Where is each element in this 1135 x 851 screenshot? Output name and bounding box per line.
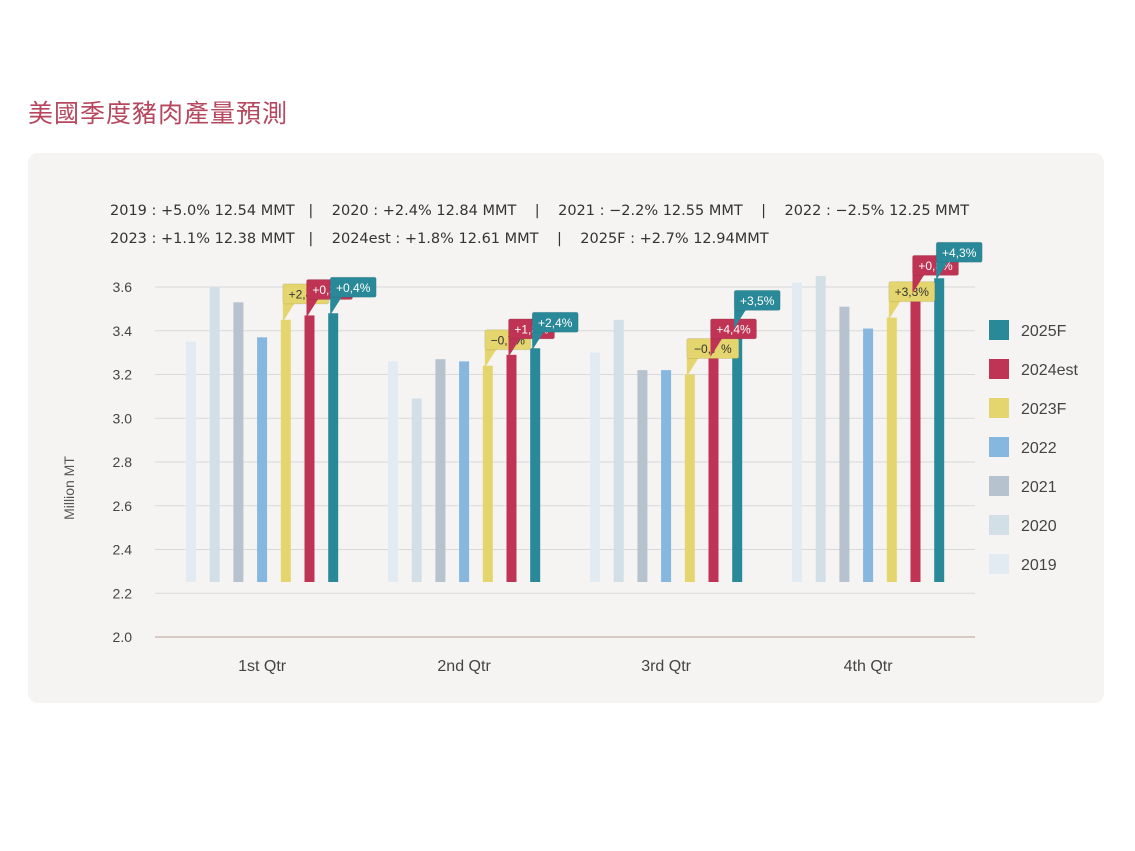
callout-2025F-2: +3,5% xyxy=(733,289,781,329)
legend-swatch-2021 xyxy=(989,476,1009,496)
legend-swatch-2023F xyxy=(989,398,1009,418)
callout-pointer xyxy=(306,298,319,318)
callout-pointer xyxy=(912,274,925,294)
callout-box xyxy=(935,241,983,263)
legend-label-2024est: 2024est xyxy=(1021,362,1078,379)
legend-label-2021: 2021 xyxy=(1021,479,1057,496)
callout-pointer xyxy=(686,357,699,377)
legend: 2025F 2024est 2023F 2022 2021 2020 2019 xyxy=(989,320,1078,574)
legend-label-2025F: 2025F xyxy=(1021,323,1067,340)
callout-box xyxy=(329,276,377,298)
bar-2025F-0 xyxy=(328,313,339,582)
axes: 2.0 2.2 2.4 2.6 2.8 3.0 3.2 3.4 3.6 Million MT 1st… xyxy=(61,279,893,675)
bar-2025F-2 xyxy=(732,326,743,582)
legend-label-2023F: 2023F xyxy=(1021,401,1067,418)
callout-label: +4,4% xyxy=(716,322,751,336)
callout-label: +3,3% xyxy=(895,285,930,299)
y-tick-label: 3.2 xyxy=(113,367,133,383)
bar-2024est-3 xyxy=(910,291,921,582)
bars xyxy=(186,276,945,582)
legend-label-2019: 2019 xyxy=(1021,557,1057,574)
bar-2021-0 xyxy=(233,302,244,582)
bar-2022-0 xyxy=(257,337,268,582)
callout-pointer xyxy=(484,348,497,368)
legend-swatch-2019 xyxy=(989,554,1009,574)
x-tick-label: 1st Qtr xyxy=(238,658,287,675)
callout-box xyxy=(710,318,757,340)
callout-pointer xyxy=(888,300,901,320)
callout-2025F-1: +2,4% xyxy=(531,311,579,351)
legend-swatch-2020 xyxy=(989,515,1009,535)
y-tick-label: 3.4 xyxy=(113,323,133,339)
bar-2019-2 xyxy=(590,352,600,582)
x-tick-label: 2nd Qtr xyxy=(437,658,491,675)
callout-2025F-3: +4,3% xyxy=(935,241,983,281)
x-tick-label: 3rd Qtr xyxy=(641,658,691,675)
y-tick-label: 3.6 xyxy=(113,279,133,295)
bar-2019-3 xyxy=(792,282,802,582)
callout-label: +3,5% xyxy=(740,294,775,308)
bar-2025F-3 xyxy=(934,278,945,582)
legend-swatch-2025F xyxy=(989,320,1009,340)
callout-pointer xyxy=(936,261,949,281)
bar-2020-1 xyxy=(411,398,422,582)
y-tick-label: 2.2 xyxy=(113,585,133,601)
callout-box xyxy=(531,311,579,333)
callout-2025F-0: +0,4% xyxy=(329,276,377,316)
y-tick-label: 2.8 xyxy=(113,454,133,470)
summary-line-2: 2023 : +1.1% 12.38 MMT | 2024est : +1.8%… xyxy=(110,231,769,247)
bar-2019-1 xyxy=(388,361,398,582)
bar-2021-3 xyxy=(839,306,850,582)
bar-2022-2 xyxy=(661,370,672,582)
legend-label-2020: 2020 xyxy=(1021,518,1057,535)
callout-box xyxy=(733,289,781,311)
callout-pointer xyxy=(734,309,747,329)
bar-2022-1 xyxy=(459,361,470,582)
bar-2024est-2 xyxy=(708,354,719,582)
bar-2020-3 xyxy=(815,276,826,582)
y-tick-label: 2.0 xyxy=(113,629,133,645)
bar-2023F-0 xyxy=(280,319,291,582)
y-tick-label: 2.4 xyxy=(113,542,133,558)
bar-2021-2 xyxy=(637,370,648,582)
page-title: 美國季度豬肉產量預測 xyxy=(28,99,289,128)
gridlines xyxy=(155,286,975,638)
callout-label: +4,3% xyxy=(942,246,977,260)
bar-2024est-1 xyxy=(506,354,517,582)
callout-pointer xyxy=(710,337,723,357)
bar-2022-3 xyxy=(863,328,874,582)
bar-2023F-2 xyxy=(684,374,695,582)
legend-swatch-2024est xyxy=(989,359,1009,379)
callout-pointer xyxy=(508,337,521,357)
bar-2021-1 xyxy=(435,359,446,582)
y-tick-label: 3.0 xyxy=(113,410,133,426)
bar-2023F-1 xyxy=(482,365,493,582)
callout-pointer xyxy=(330,296,343,316)
callouts: +2,4%+0,3%+0,4%−0,7%+1,8%+2,4%−0,7 %+4,4… xyxy=(282,241,983,377)
legend-label-2022: 2022 xyxy=(1021,440,1057,457)
callout-2023F-3: +3,3% xyxy=(888,281,936,320)
legend-swatch-2022 xyxy=(989,437,1009,457)
bar-2020-2 xyxy=(613,319,624,582)
bar-2024est-0 xyxy=(304,315,315,582)
callout-pointer xyxy=(532,331,545,351)
chart-card: 2019 : +5.0% 12.54 MMT | 2020 : +2.4% 12… xyxy=(28,153,1104,703)
summary-line-1: 2019 : +5.0% 12.54 MMT | 2020 : +2.4% 12… xyxy=(110,203,970,219)
y-tick-label: 2.6 xyxy=(113,498,133,514)
y-axis-label: Million MT xyxy=(61,456,77,520)
bar-2019-0 xyxy=(186,341,196,582)
bar-2025F-1 xyxy=(530,348,541,582)
callout-pointer xyxy=(282,302,295,322)
x-tick-label: 4th Qtr xyxy=(844,658,894,675)
callout-box xyxy=(888,281,936,303)
callout-2024est-2: +4,4% xyxy=(710,318,757,357)
callout-label: +2,4% xyxy=(538,316,573,330)
bar-2020-0 xyxy=(209,287,220,582)
bar-2023F-3 xyxy=(886,317,897,582)
callout-label: +0,4% xyxy=(336,281,371,295)
